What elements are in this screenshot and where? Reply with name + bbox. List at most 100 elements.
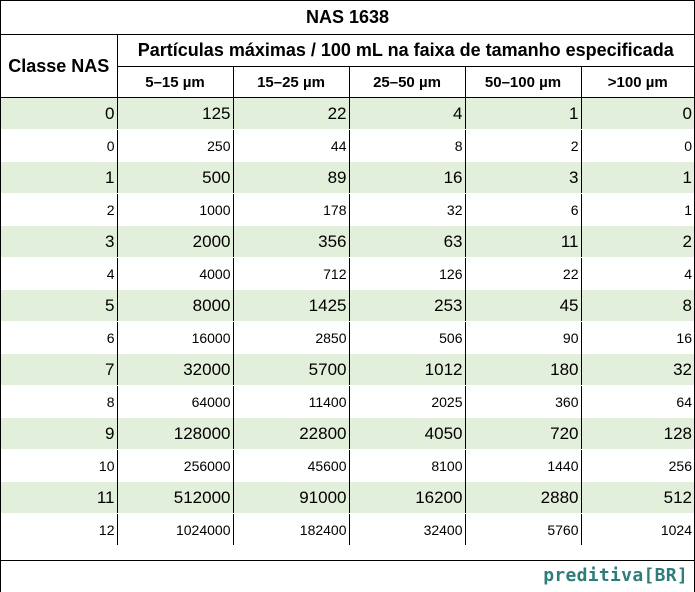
count-cell: 3 — [465, 161, 582, 194]
class-cell: 9 — [1, 417, 118, 450]
count-cell: 8100 — [349, 449, 466, 482]
count-cell: 126 — [349, 257, 466, 290]
table-row: 11 512000 91000 16200 2880 512 — [1, 481, 694, 514]
count-cell: 8 — [349, 129, 466, 162]
table-row: 2 1000 178 32 6 1 — [1, 193, 694, 226]
count-cell: 1024 — [581, 513, 694, 545]
count-cell: 91000 — [233, 481, 350, 514]
count-cell: 256 — [581, 449, 694, 482]
class-cell: 4 — [1, 257, 118, 290]
brand-logo: preditiva[BR] — [543, 565, 688, 586]
count-cell: 8000 — [117, 289, 234, 322]
class-cell: 12 — [1, 513, 118, 545]
footer-bar: preditiva[BR] — [1, 560, 694, 592]
count-cell: 356 — [233, 225, 350, 258]
table-row: 6 16000 2850 506 90 16 — [1, 321, 694, 354]
count-cell: 5700 — [233, 353, 350, 386]
count-cell: 253 — [349, 289, 466, 322]
table-row: 9 128000 22800 4050 720 128 — [1, 417, 694, 450]
class-cell: 7 — [1, 353, 118, 386]
count-cell: 512 — [581, 481, 694, 514]
count-cell: 89 — [233, 161, 350, 194]
count-cell: 1024000 — [117, 513, 234, 545]
count-cell: 22 — [465, 257, 582, 290]
size-range-span-header: Partículas máximas / 100 mL na faixa de … — [117, 34, 694, 67]
size-header: 50–100 µm — [465, 66, 582, 98]
class-cell: 5 — [1, 289, 118, 322]
count-cell: 2 — [465, 129, 582, 162]
count-cell: 1000 — [117, 193, 234, 226]
class-cell: 1 — [1, 161, 118, 194]
count-cell: 1 — [581, 161, 694, 194]
size-header: 5–15 µm — [117, 66, 234, 98]
class-column-header: Classe NAS — [1, 34, 118, 98]
count-cell: 506 — [349, 321, 466, 354]
count-cell: 6 — [465, 193, 582, 226]
count-cell: 712 — [233, 257, 350, 290]
count-cell: 4050 — [349, 417, 466, 450]
count-cell: 256000 — [117, 449, 234, 482]
table-row: 4 4000 712 126 22 4 — [1, 257, 694, 290]
count-cell: 4 — [581, 257, 694, 290]
count-cell: 178 — [233, 193, 350, 226]
count-cell: 720 — [465, 417, 582, 450]
table-title: NAS 1638 — [1, 1, 694, 35]
count-cell: 16000 — [117, 321, 234, 354]
count-cell: 2850 — [233, 321, 350, 354]
count-cell: 128 — [581, 417, 694, 450]
count-cell: 5760 — [465, 513, 582, 545]
table-row: 3 2000 356 63 11 2 — [1, 225, 694, 258]
table-row: 0 125 22 4 1 0 — [1, 97, 694, 130]
size-header: >100 µm — [581, 66, 694, 98]
count-cell: 64 — [581, 385, 694, 418]
count-cell: 32 — [349, 193, 466, 226]
class-cell: 0 — [1, 129, 118, 162]
count-cell: 8 — [581, 289, 694, 322]
count-cell: 180 — [465, 353, 582, 386]
count-cell: 250 — [117, 129, 234, 162]
count-cell: 11400 — [233, 385, 350, 418]
count-cell: 182400 — [233, 513, 350, 545]
count-cell: 2880 — [465, 481, 582, 514]
count-cell: 45 — [465, 289, 582, 322]
size-header: 25–50 µm — [349, 66, 466, 98]
class-cell: 11 — [1, 481, 118, 514]
count-cell: 2025 — [349, 385, 466, 418]
count-cell: 22800 — [233, 417, 350, 450]
count-cell: 16 — [581, 321, 694, 354]
count-cell: 16 — [349, 161, 466, 194]
count-cell: 64000 — [117, 385, 234, 418]
count-cell: 2 — [581, 225, 694, 258]
count-cell: 1 — [581, 193, 694, 226]
count-cell: 22 — [233, 97, 350, 130]
count-cell: 128000 — [117, 417, 234, 450]
table-row: 1 500 89 16 3 1 — [1, 161, 694, 194]
count-cell: 1012 — [349, 353, 466, 386]
count-cell: 0 — [581, 129, 694, 162]
size-header: 15–25 µm — [233, 66, 350, 98]
class-cell: 10 — [1, 449, 118, 482]
table-row: 0 250 44 8 2 0 — [1, 129, 694, 162]
count-cell: 32400 — [349, 513, 466, 545]
class-cell: 8 — [1, 385, 118, 418]
count-cell: 44 — [233, 129, 350, 162]
count-cell: 125 — [117, 97, 234, 130]
count-cell: 1425 — [233, 289, 350, 322]
table-row: 5 8000 1425 253 45 8 — [1, 289, 694, 322]
count-cell: 32 — [581, 353, 694, 386]
count-cell: 11 — [465, 225, 582, 258]
table-row: 8 64000 11400 2025 360 64 — [1, 385, 694, 418]
count-cell: 32000 — [117, 353, 234, 386]
count-cell: 0 — [581, 97, 694, 130]
class-cell: 6 — [1, 321, 118, 354]
count-cell: 500 — [117, 161, 234, 194]
count-cell: 360 — [465, 385, 582, 418]
count-cell: 1 — [465, 97, 582, 130]
count-cell: 2000 — [117, 225, 234, 258]
count-cell: 1440 — [465, 449, 582, 482]
class-cell: 0 — [1, 97, 118, 130]
class-cell: 3 — [1, 225, 118, 258]
count-cell: 90 — [465, 321, 582, 354]
table-row: 12 1024000 182400 32400 5760 1024 — [1, 513, 694, 545]
count-cell: 63 — [349, 225, 466, 258]
